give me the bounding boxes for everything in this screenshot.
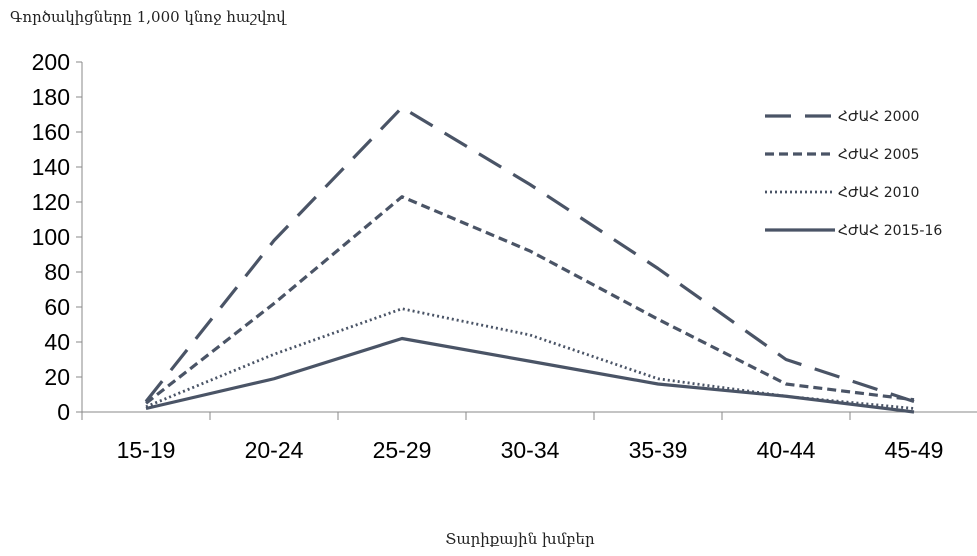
chart-title: Գործակիցները 1,000 կնոջ հաշվով [10,8,287,26]
y-tick-label: 20 [44,364,70,390]
series-line-2 [145,195,915,405]
y-tick-label: 0 [57,399,70,425]
y-tick-label: 80 [44,259,70,285]
series-line-3 [145,307,915,410]
legend-label-2: ՀԺԱՀ 2005 [838,147,919,163]
y-tick-label: 180 [32,84,70,110]
plot-area: 0 20 40 60 80 100 120 140 160 180 200 15-19 20-24 25-… [32,49,977,463]
y-tick-label: 40 [44,329,70,355]
y-tick-label: 160 [32,119,70,145]
x-tick-label: 40-44 [757,437,816,463]
x-tick-label: 30-34 [501,437,560,463]
series-line-1 [144,105,915,404]
x-tick-label: 25-29 [373,437,432,463]
y-tick-label: 200 [32,49,70,75]
x-tick-label: 35-39 [629,437,688,463]
legend: ՀԺԱՀ 2000 ՀԺԱՀ 2005 ՀԺԱՀ 2010 ՀԺԱՀ 2015-16 [765,109,942,239]
legend-label-3: ՀԺԱՀ 2010 [838,185,919,201]
x-tick-label: 15-19 [117,437,176,463]
y-tick-label: 120 [32,189,70,215]
x-tick-label: 20-24 [245,437,304,463]
y-tick-label: 140 [32,154,70,180]
x-tick-label: 45-49 [885,437,944,463]
y-tick-label: 100 [32,224,70,250]
y-tick-label: 60 [44,294,70,320]
series-line-4 [145,336,915,414]
x-axis-title: Տարիքային խմբեր [445,530,595,548]
legend-label-1: ՀԺԱՀ 2000 [838,109,919,125]
legend-label-4: ՀԺԱՀ 2015-16 [838,223,942,239]
